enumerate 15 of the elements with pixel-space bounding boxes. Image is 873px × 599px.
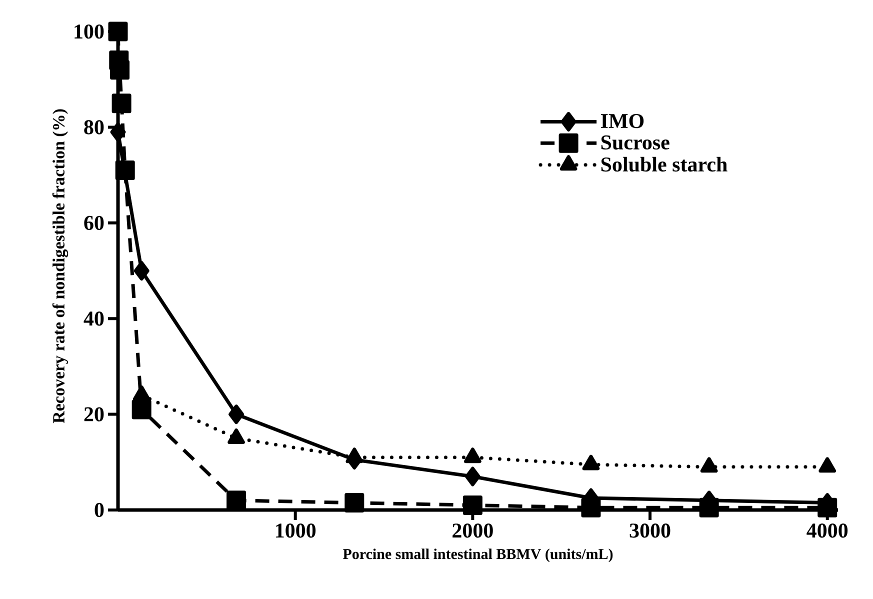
x-tick-label: 4000 bbox=[806, 524, 848, 538]
y-tick-label: 100 bbox=[74, 24, 104, 39]
y-axis-title: Recovery rate of nondigestible fraction (%) bbox=[52, 109, 68, 424]
legend-label: Soluble starch bbox=[601, 156, 728, 172]
y-tick-label: 40 bbox=[84, 312, 104, 326]
y-tick-label: 80 bbox=[84, 120, 104, 134]
x-tick-label: 1000 bbox=[276, 524, 316, 538]
x-tick-label: 3000 bbox=[630, 524, 670, 538]
legend-label: Sucrose bbox=[601, 135, 670, 150]
x-axis-title: Porcine small intestinal BBMV (units/mL) bbox=[342, 548, 613, 562]
y-tick-label: 60 bbox=[84, 216, 104, 230]
y-tick-label: 0 bbox=[94, 502, 104, 518]
y-tick-label: 20 bbox=[84, 407, 104, 422]
x-tick-label: 2000 bbox=[452, 524, 493, 538]
legend-label: IMO bbox=[601, 114, 644, 128]
